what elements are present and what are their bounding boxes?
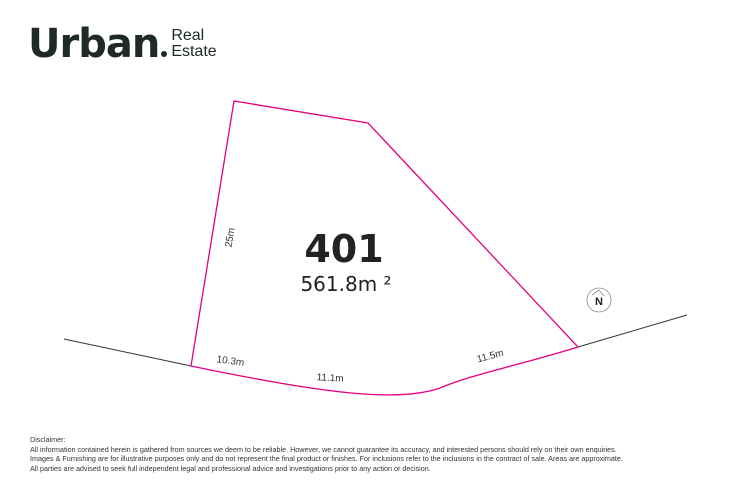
compass-label: N bbox=[595, 296, 603, 308]
disclaimer-line: All information contained herein is gath… bbox=[30, 444, 617, 454]
disclaimer-title: Disclaimer: bbox=[30, 435, 66, 444]
north-compass-icon: N bbox=[586, 287, 612, 313]
lot-boundary[interactable] bbox=[190, 100, 580, 396]
dimension-left: 25m bbox=[224, 227, 238, 248]
disclaimer: Disclaimer: All information contained he… bbox=[30, 435, 623, 473]
dimension-bottom-middle: 11.1m bbox=[316, 372, 344, 384]
dimension-bottom-left: 10.3m bbox=[216, 354, 245, 369]
brand-logo: Urban Real Estate bbox=[28, 22, 217, 66]
dimension-bottom-right: 11.5m bbox=[476, 348, 505, 366]
disclaimer-line: All parties are advised to seek full ind… bbox=[30, 463, 431, 473]
logo-dot bbox=[161, 51, 168, 57]
lot-area: 561.8m ² bbox=[300, 272, 391, 296]
logo-subtitle: Real Estate bbox=[171, 28, 216, 60]
road-boundary-right bbox=[577, 314, 688, 348]
disclaimer-line: Images & Furnishing are for illustrative… bbox=[30, 454, 623, 463]
lot-number: 401 bbox=[304, 227, 383, 271]
logo-sub-line1: Real bbox=[171, 27, 205, 44]
logo-sub-line2: Estate bbox=[171, 43, 217, 60]
road-boundary-left bbox=[63, 338, 192, 367]
logo-wordmark: Urban bbox=[28, 21, 160, 67]
